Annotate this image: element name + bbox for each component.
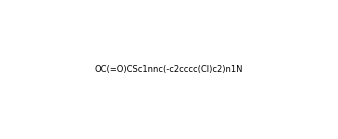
Text: OC(=O)CSc1nnc(-c2cccc(Cl)c2)n1N: OC(=O)CSc1nnc(-c2cccc(Cl)c2)n1N xyxy=(95,65,243,74)
